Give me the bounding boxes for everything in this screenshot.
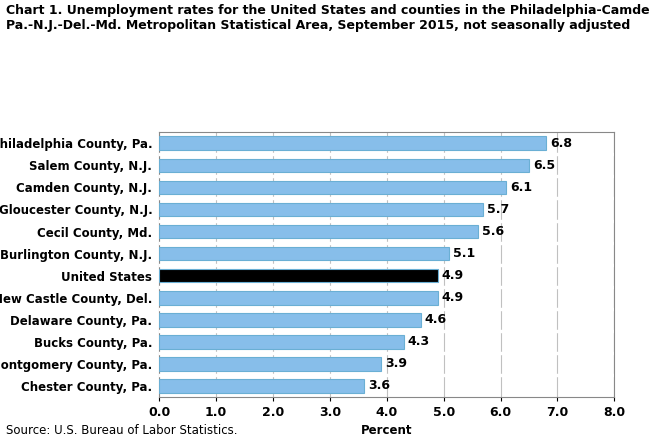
- Bar: [159, 335, 404, 348]
- Text: 4.9: 4.9: [442, 291, 464, 304]
- Bar: [159, 225, 478, 238]
- Text: 5.1: 5.1: [453, 247, 476, 260]
- X-axis label: Percent: Percent: [361, 425, 413, 437]
- Bar: [159, 291, 438, 304]
- Bar: [159, 269, 438, 283]
- Text: 4.3: 4.3: [408, 335, 430, 348]
- Bar: [159, 357, 381, 370]
- Text: 5.6: 5.6: [482, 225, 504, 238]
- Bar: [159, 379, 364, 392]
- Bar: [159, 137, 546, 150]
- Text: 6.1: 6.1: [510, 181, 532, 194]
- Text: 4.9: 4.9: [442, 269, 464, 282]
- Text: 3.9: 3.9: [385, 357, 407, 370]
- Text: 6.5: 6.5: [533, 159, 555, 172]
- Bar: [159, 181, 506, 194]
- Bar: [159, 203, 484, 217]
- Bar: [159, 159, 529, 172]
- Text: 3.6: 3.6: [368, 379, 390, 392]
- Text: 6.8: 6.8: [550, 137, 572, 150]
- Text: Source: U.S. Bureau of Labor Statistics.: Source: U.S. Bureau of Labor Statistics.: [6, 424, 238, 437]
- Text: 4.6: 4.6: [425, 313, 447, 326]
- Text: Chart 1. Unemployment rates for the United States and counties in the Philadelph: Chart 1. Unemployment rates for the Unit…: [6, 4, 650, 32]
- Text: 5.7: 5.7: [488, 203, 510, 216]
- Bar: [159, 247, 449, 260]
- Bar: [159, 313, 421, 326]
